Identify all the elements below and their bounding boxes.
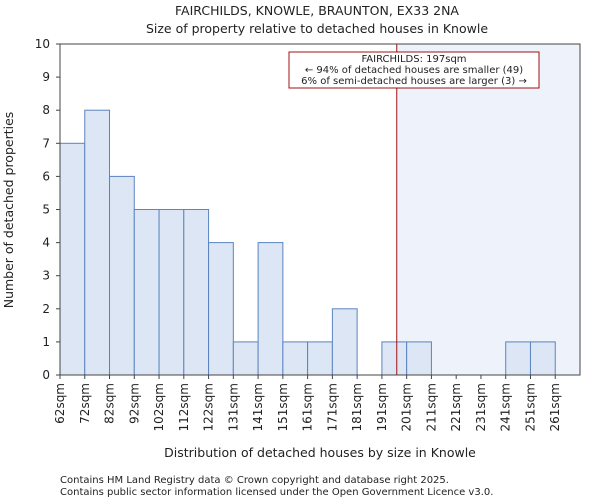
- bar-122sqm: [208, 242, 234, 376]
- x-tick-label: 261sqm: [548, 383, 562, 431]
- x-tick-label: 241sqm: [499, 383, 513, 431]
- bar-251sqm: [529, 341, 556, 376]
- y-tick-label: 5: [42, 203, 50, 217]
- chart-title: FAIRCHILDS, KNOWLE, BRAUNTON, EX33 2NA: [175, 3, 459, 18]
- x-tick-label: 151sqm: [276, 383, 290, 431]
- bar-201sqm: [406, 341, 432, 376]
- y-tick-label: 4: [42, 236, 50, 250]
- bar-112sqm: [183, 209, 210, 376]
- y-tick-label: 2: [42, 302, 50, 316]
- x-tick-label: 82sqm: [103, 383, 117, 424]
- bar-102sqm: [158, 209, 185, 376]
- y-tick-label: 3: [42, 269, 50, 283]
- bar-72sqm: [84, 109, 111, 376]
- x-tick-label: 131sqm: [226, 383, 240, 431]
- x-tick-label: 72sqm: [78, 383, 92, 424]
- y-tick-label: 7: [42, 136, 50, 150]
- bar-151sqm: [282, 341, 309, 376]
- x-tick-label: 211sqm: [424, 383, 438, 431]
- x-tick-label: 191sqm: [375, 383, 389, 431]
- y-tick-label: 10: [35, 37, 50, 51]
- footer-line-2: Contains public sector information licen…: [60, 487, 493, 498]
- annotation-line-1: FAIRCHILDS: 197sqm: [361, 54, 466, 65]
- bars-group: [59, 109, 556, 376]
- bar-161sqm: [307, 341, 333, 376]
- x-tick-label: 122sqm: [202, 383, 216, 431]
- x-tick-label: 92sqm: [127, 383, 141, 424]
- bar-241sqm: [505, 341, 531, 376]
- x-tick-label: 62sqm: [53, 383, 67, 424]
- chart-subtitle: Size of property relative to detached ho…: [146, 21, 488, 36]
- x-tick-label: 251sqm: [523, 383, 537, 431]
- annotation-line-3: 6% of semi-detached houses are larger (3…: [301, 76, 527, 87]
- x-tick-label: 112sqm: [177, 383, 191, 431]
- x-tick-label: 141sqm: [251, 383, 265, 431]
- bar-141sqm: [257, 242, 284, 376]
- bar-131sqm: [232, 341, 259, 376]
- x-tick-label: 201sqm: [400, 383, 414, 431]
- x-tick-label: 102sqm: [152, 383, 166, 431]
- bar-171sqm: [331, 308, 358, 376]
- y-tick-label: 1: [42, 335, 50, 349]
- y-tick-label: 0: [42, 368, 50, 382]
- x-tick-label: 231sqm: [474, 383, 488, 431]
- annotation-box: FAIRCHILDS: 197sqm ← 94% of detached hou…: [288, 51, 540, 89]
- bar-62sqm: [59, 142, 86, 376]
- y-tick-label: 8: [42, 103, 50, 117]
- annotation-line-2: ← 94% of detached houses are smaller (49…: [305, 65, 523, 76]
- x-tick-label: 181sqm: [350, 383, 364, 431]
- y-axis: 0 1 2 3 4 5 6 7 8 9 10: [35, 37, 60, 382]
- y-tick-label: 6: [42, 169, 50, 183]
- highlight-region: [396, 44, 580, 375]
- y-tick-label: 9: [42, 70, 50, 84]
- x-tick-label: 171sqm: [325, 383, 339, 431]
- x-axis-label: Distribution of detached houses by size …: [164, 445, 476, 460]
- x-tick-label: 161sqm: [301, 383, 315, 431]
- bar-191sqm: [381, 341, 408, 376]
- x-axis: 62sqm 72sqm 82sqm 92sqm 102sqm 112sqm 122sqm 13…: [53, 375, 562, 431]
- y-axis-label: Number of detached properties: [1, 112, 16, 309]
- x-tick-label: 221sqm: [449, 383, 463, 431]
- bar-92sqm: [133, 209, 160, 376]
- footer-line-1: Contains HM Land Registry data © Crown c…: [60, 475, 449, 486]
- annotation-frame: [288, 51, 540, 89]
- bar-82sqm: [109, 175, 135, 376]
